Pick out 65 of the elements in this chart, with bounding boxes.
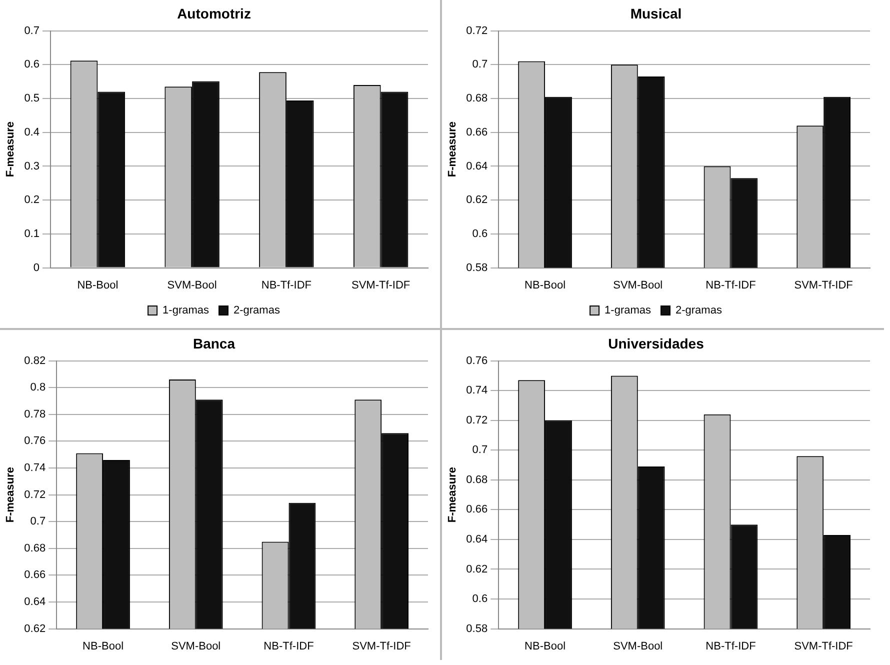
x-tick-label: SVM-Bool	[167, 279, 217, 292]
x-tick-label: SVM-Bool	[171, 640, 221, 652]
y-tick-label: 0.3	[24, 160, 40, 172]
x-tick-label: SVM-Bool	[613, 640, 663, 652]
y-tick-label: 0.5	[24, 92, 40, 105]
x-tick-label: SVM-Tf-IDF	[794, 279, 854, 292]
x-tick-label: NB-Tf-IDF	[261, 279, 312, 292]
y-tick-label: 0.74	[24, 462, 46, 474]
y-tick-label: 0.1	[24, 228, 40, 240]
x-tick-label: NB-Tf-IDF	[706, 640, 756, 652]
y-tick-label: 0.62	[24, 622, 46, 635]
legend-label: 1-gramas	[604, 304, 652, 317]
y-tick-label: 0.72	[466, 24, 488, 37]
y-tick-label: 0.72	[24, 488, 46, 501]
y-tick-label: 0.66	[466, 504, 488, 516]
y-tick-label: 0.7	[472, 444, 488, 456]
y-tick-label: 0.64	[466, 160, 488, 172]
y-axis-title: F-measure	[4, 466, 17, 523]
y-tick-label: 0.82	[24, 354, 46, 367]
y-tick-label: 0.66	[466, 126, 488, 138]
x-tick-label: NB-Tf-IDF	[264, 640, 314, 652]
y-tick-label: 0	[33, 262, 40, 274]
x-tick-label: SVM-Tf-IDF	[351, 279, 410, 292]
x-tick-label: NB-Bool	[77, 279, 118, 292]
y-tick-label: 0.4	[24, 126, 40, 138]
x-tick-label: SVM-Tf-IDF	[352, 640, 412, 652]
y-tick-label: 0.62	[466, 563, 488, 576]
chart-title: Musical	[630, 5, 682, 22]
chart-title: Automotriz	[177, 5, 251, 22]
y-tick-label: 0.68	[466, 92, 488, 105]
y-tick-label: 0.66	[24, 569, 46, 582]
legend-label: 1-gramas	[162, 304, 210, 317]
y-tick-label: 0.7	[24, 24, 40, 37]
y-tick-label: 0.2	[24, 194, 40, 206]
y-tick-label: 0.8	[30, 382, 46, 394]
y-tick-label: 0.58	[466, 622, 488, 635]
legend-label: 2-gramas	[676, 304, 722, 317]
y-axis-title: F-measure	[446, 466, 459, 523]
y-tick-label: 0.62	[466, 194, 488, 206]
y-tick-label: 0.58	[466, 262, 488, 274]
y-tick-label: 0.7	[30, 516, 46, 528]
y-tick-label: 0.74	[466, 384, 488, 397]
y-tick-label: 0.64	[466, 534, 488, 546]
legend-label: 2-gramas	[234, 304, 280, 317]
chart-title: Universidades	[608, 335, 704, 352]
x-tick-label: SVM-Tf-IDF	[794, 640, 854, 652]
y-tick-label: 0.6	[472, 228, 488, 240]
x-tick-label: NB-Bool	[524, 640, 566, 652]
y-tick-label: 0.76	[466, 354, 488, 367]
y-tick-label: 0.68	[466, 474, 488, 486]
y-tick-label: 0.68	[24, 542, 46, 554]
y-tick-label: 0.7	[472, 58, 488, 71]
y-tick-label: 0.64	[24, 596, 46, 608]
y-tick-label: 0.72	[466, 414, 488, 426]
y-tick-label: 0.76	[24, 435, 46, 448]
y-axis-title: F-measure	[4, 121, 17, 178]
y-tick-label: 0.6	[24, 58, 40, 71]
x-tick-label: SVM-Bool	[613, 279, 663, 292]
y-tick-label: 0.78	[24, 408, 46, 420]
x-tick-label: NB-Bool	[524, 279, 566, 292]
x-tick-label: NB-Tf-IDF	[706, 279, 756, 292]
y-axis-title: F-measure	[446, 121, 459, 178]
x-tick-label: NB-Bool	[82, 640, 124, 652]
chart-title: Banca	[192, 335, 236, 352]
y-tick-label: 0.6	[472, 593, 488, 606]
